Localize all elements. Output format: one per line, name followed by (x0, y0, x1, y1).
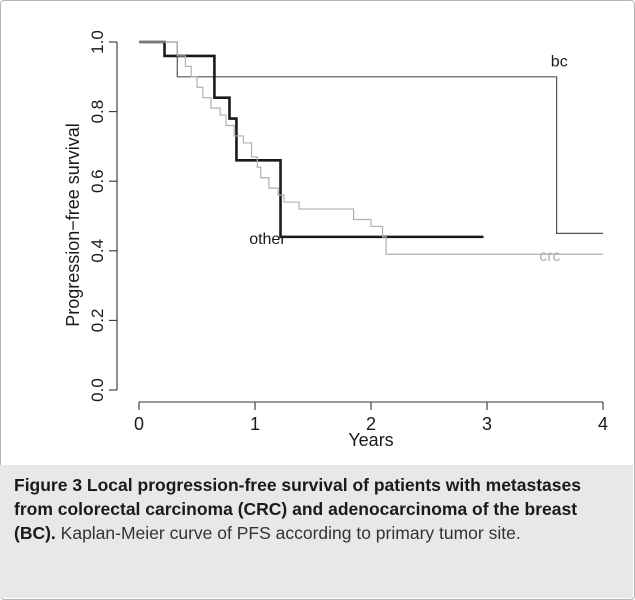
y-tick-label: 1.0 (88, 30, 107, 54)
x-tick-label: 4 (598, 414, 608, 434)
y-tick-label: 0.0 (88, 378, 107, 402)
x-tick-label: 2 (366, 414, 376, 434)
y-axis-label: Progression−free survival (63, 123, 83, 327)
x-tick-label: 1 (250, 414, 260, 434)
survival-plot: 0 1 2 3 4 0.0 0.2 0.4 0.6 0.8 1.0 bc other crc Years… (63, 30, 608, 450)
x-tick-label: 3 (482, 414, 492, 434)
caption-title: Figure 3 Local progression-free survival… (14, 475, 581, 543)
series-bc-line (139, 41, 603, 234)
x-axis-label: Years (348, 430, 393, 450)
y-tick-label: 0.8 (88, 100, 107, 124)
curves: bc other crc (139, 40, 603, 265)
series-crc-line (139, 41, 603, 255)
x-tick-label: 0 (134, 414, 144, 434)
series-other-line (139, 40, 484, 239)
caption-body: Kaplan-Meier curve of PFS according to p… (55, 523, 521, 543)
y-tick-label: 0.6 (88, 169, 107, 193)
figure-caption: Figure 3 Local progression-free survival… (0, 465, 633, 598)
axes: 0 1 2 3 4 0.0 0.2 0.4 0.6 0.8 1.0 (88, 30, 608, 434)
labels: Years Progression−free survival (63, 123, 394, 450)
annotation-other: other (249, 231, 286, 248)
annotation-crc: crc (539, 248, 560, 265)
y-tick-label: 0.4 (88, 239, 107, 263)
annotation-bc: bc (551, 53, 568, 70)
y-tick-label: 0.2 (88, 309, 107, 333)
